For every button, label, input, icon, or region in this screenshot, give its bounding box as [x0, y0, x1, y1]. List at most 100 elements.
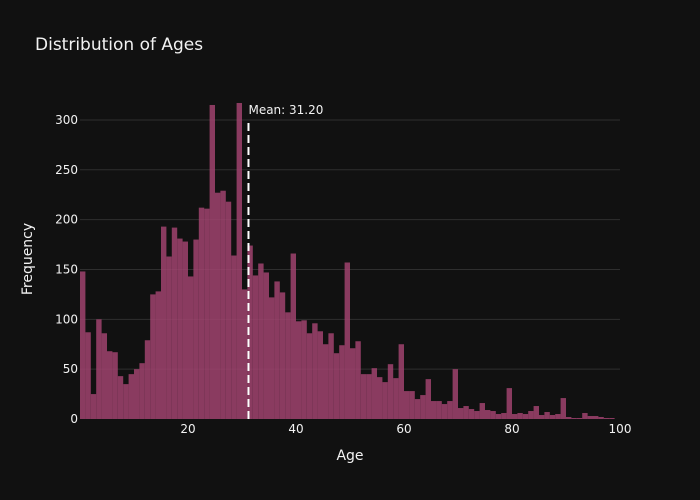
histogram-bar [112, 352, 118, 419]
histogram-bar [441, 404, 448, 419]
histogram-bar [296, 321, 302, 419]
histogram-bar [301, 320, 307, 419]
histogram-bar [609, 418, 615, 419]
histogram-bar [517, 413, 523, 419]
histogram-bar [344, 262, 350, 419]
histogram-bar [447, 401, 453, 419]
histogram-bar [414, 399, 421, 419]
histogram-bar [393, 378, 399, 419]
histogram-bar [458, 408, 464, 419]
histogram-bar [269, 297, 275, 419]
histogram-bar [425, 379, 431, 419]
histogram-bar [587, 416, 593, 419]
histogram-bar [339, 345, 345, 419]
y-tick-label: 100 [55, 312, 78, 326]
histogram-bar [279, 292, 286, 419]
histogram-bar [306, 333, 313, 419]
histogram-bar [382, 382, 388, 419]
x-axis-ticks: 20 40 60 80 100 [180, 422, 631, 436]
histogram-bar [231, 255, 237, 419]
histogram-bar [220, 190, 226, 419]
histogram-bar [285, 312, 291, 419]
histogram-bar [452, 369, 458, 419]
histogram-bar [274, 281, 280, 419]
histogram-bar [198, 207, 205, 419]
histogram-bar [404, 391, 410, 419]
histogram-bar [560, 398, 566, 419]
x-tick-label: 40 [288, 422, 303, 436]
histogram-bar [387, 364, 394, 419]
histogram-bar [398, 344, 404, 419]
x-tick-label: 20 [180, 422, 195, 436]
histogram-bar [193, 239, 199, 419]
histogram-bar [236, 102, 242, 419]
y-axis-title: Frequency [20, 223, 36, 295]
histogram-bar [96, 319, 102, 419]
histogram-bar [463, 406, 469, 419]
x-tick-label: 80 [504, 422, 519, 436]
histogram-bar [598, 417, 604, 419]
histogram-bar [144, 340, 151, 419]
histogram-bar [485, 410, 491, 419]
histogram-bar [215, 192, 221, 419]
y-tick-label: 300 [55, 113, 78, 127]
histogram-bar [506, 388, 512, 419]
histogram-bar [576, 418, 583, 419]
histogram-bar [263, 272, 269, 419]
histogram-bar [533, 406, 539, 419]
chart-title: Distribution of Ages [35, 35, 203, 55]
histogram-bar [582, 413, 588, 419]
histogram-bar [80, 271, 86, 419]
histogram-bar [539, 415, 545, 419]
histogram-bar [188, 276, 194, 419]
histogram-bar [312, 323, 318, 419]
histogram-bar [377, 377, 383, 419]
histogram-bar [571, 418, 577, 419]
histogram-bar [247, 245, 253, 419]
histogram-bar [258, 263, 264, 419]
x-axis-title: Age [336, 448, 363, 464]
histogram-bar [128, 374, 134, 419]
y-tick-label: 0 [70, 412, 78, 426]
histogram-bar [431, 401, 437, 419]
histogram-bar [566, 417, 572, 419]
histogram-bar [166, 256, 172, 419]
histogram-bar [409, 391, 415, 419]
y-tick-label: 50 [63, 362, 78, 376]
histogram-bar [139, 363, 145, 419]
histogram-bar [360, 374, 367, 419]
histogram-bar [209, 104, 215, 419]
histogram-bar [420, 395, 426, 419]
histogram-bar [350, 348, 356, 419]
histogram-bar [522, 414, 529, 419]
histogram-bar [177, 238, 183, 419]
histogram-bar [101, 333, 107, 419]
histogram-bar [371, 368, 377, 419]
histogram-bar [171, 227, 178, 419]
histogram-bar [355, 341, 361, 419]
x-tick-label: 100 [609, 422, 632, 436]
histogram-bar [317, 331, 323, 419]
histogram-bar [182, 241, 188, 419]
histogram-bar [366, 374, 372, 419]
histogram-bar [501, 413, 507, 419]
histogram-bar [555, 414, 561, 419]
histogram-bar [495, 414, 502, 419]
histogram-bar [90, 394, 97, 419]
y-tick-label: 200 [55, 213, 78, 227]
histogram-bar [549, 415, 556, 419]
histogram-bar [603, 418, 610, 419]
histogram-bar [225, 201, 232, 419]
histogram-bar [468, 409, 475, 419]
histogram-bar [512, 414, 518, 419]
histogram-bar [528, 411, 534, 419]
histogram-bars [80, 102, 615, 419]
histogram-bar [544, 412, 550, 419]
histogram-bar [323, 344, 329, 419]
histogram-bar [333, 353, 340, 419]
mean-annotation: Mean: 31.20 [248, 103, 323, 117]
y-tick-label: 250 [55, 163, 78, 177]
histogram-bar [134, 369, 140, 419]
histogram-bar [242, 289, 248, 419]
